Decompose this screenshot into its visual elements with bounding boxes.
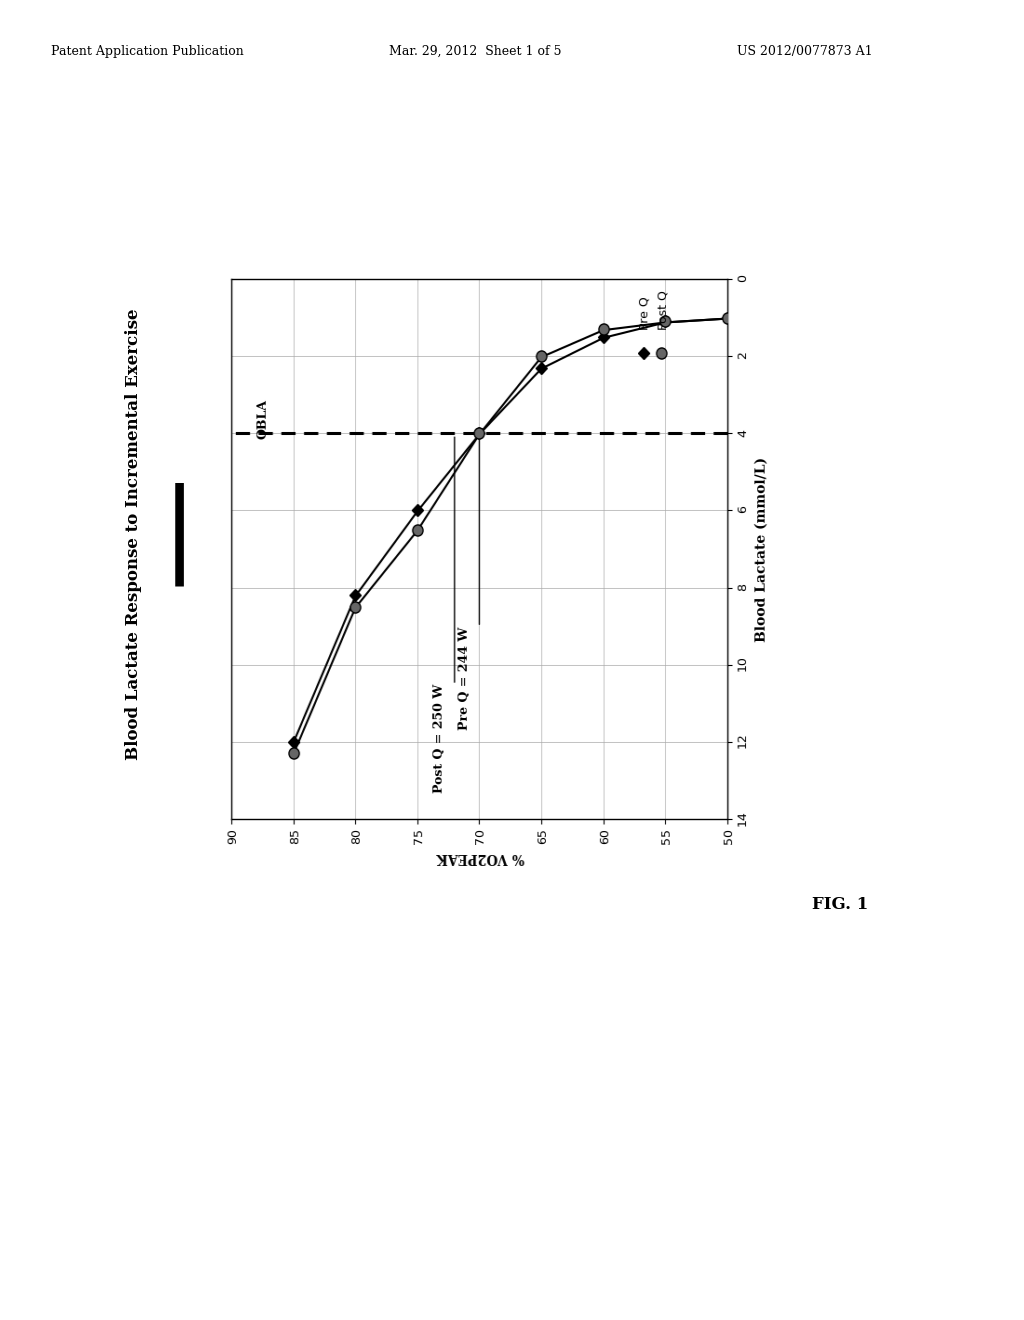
Text: |: | [162, 483, 197, 586]
Text: US 2012/0077873 A1: US 2012/0077873 A1 [737, 45, 872, 58]
Text: FIG. 1: FIG. 1 [812, 896, 867, 912]
Text: Mar. 29, 2012  Sheet 1 of 5: Mar. 29, 2012 Sheet 1 of 5 [389, 45, 561, 58]
Text: Patent Application Publication: Patent Application Publication [51, 45, 244, 58]
Text: Blood Lactate Response to Incremental Exercise: Blood Lactate Response to Incremental Ex… [125, 309, 141, 760]
